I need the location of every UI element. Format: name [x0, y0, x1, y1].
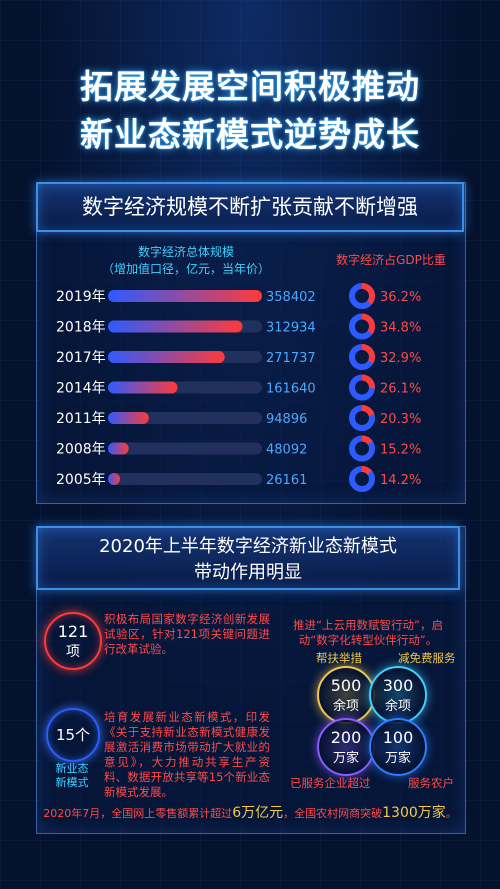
footer-part-c: ，全国农村网商突破: [283, 807, 383, 820]
scale-value-label: 94896: [266, 412, 307, 427]
bubble-1-unit: 余项: [332, 699, 359, 714]
section2-heading: 2020年上半年数字经济新业态新模式 带动作用明显: [36, 526, 460, 590]
new-models-text: 培育发展新业态新模式，印发《关于支持新业态新模式健康发展激活消费市场带动扩大就业…: [104, 710, 270, 799]
year-label: 2011年: [56, 411, 106, 427]
gdp-share-label: 数字经济占GDP比重: [336, 253, 446, 267]
bar-track: [108, 473, 262, 485]
gdp-share-value: 32.9%: [380, 351, 421, 366]
new-models-caption-line-1: 新业态: [55, 762, 89, 775]
bubble-enterprises-served: 200 万家: [317, 718, 375, 776]
scale-unit-label: （增加值口径，亿元，当年价）: [101, 262, 270, 276]
gdp-share-value: 34.8%: [380, 321, 421, 336]
new-models-caption-line-2: 新模式: [55, 776, 89, 789]
footer-summary: 2020年7月，全国网上零售额累计超过6万亿元，全国农村网商突破1300万家。: [36, 802, 464, 822]
bubble-3-unit: 万家: [332, 751, 359, 766]
gdp-ring-share: [349, 405, 375, 431]
page-title-line-1: 拓展发展空间积极推动: [80, 67, 420, 106]
bubble-free-services: 300 余项: [369, 666, 427, 724]
scale-bar: [108, 351, 225, 363]
gdp-ring-share: [349, 344, 375, 370]
year-label: 2014年: [56, 381, 106, 397]
bubble-4-value: 100: [382, 728, 414, 747]
gdp-share-value: 36.2%: [380, 290, 421, 305]
pilot-zone-circle: 121 项: [44, 612, 102, 670]
section1-heading: 数字经济规模不断扩张贡献不断增强: [36, 182, 464, 232]
bubble-label-4: 服务农户: [408, 776, 454, 790]
scale-value-label: 271737: [266, 351, 316, 366]
scale-value-label: 161640: [266, 382, 316, 397]
scale-value-label: 312934: [266, 321, 316, 336]
gdp-share-value: 26.1%: [380, 382, 421, 397]
new-models-circle: 15个: [46, 708, 100, 762]
bubble-support-measures: 500 余项: [317, 666, 375, 724]
gdp-ring-share: [349, 435, 375, 462]
gdp-share-value: 15.2%: [380, 443, 421, 458]
section2-heading-line-1: 2020年上半年数字经济新业态新模式: [99, 536, 397, 557]
year-label: 2008年: [56, 442, 106, 458]
gdp-ring-share: [349, 283, 375, 309]
scale-bar: [108, 412, 149, 424]
footer-online-retail: 6万亿元: [232, 805, 284, 821]
bubble-label-2: 减免费服务: [398, 651, 456, 665]
scale-label: 数字经济总体规模: [137, 245, 234, 259]
new-models-caption: 新业态 新模式: [46, 762, 98, 790]
year-label: 2005年: [56, 472, 106, 488]
footer-rural-merchants: 1300万家: [382, 805, 446, 821]
scale-value-label: 48092: [266, 443, 307, 458]
bubble-farmers-served: 100 万家: [369, 718, 427, 776]
bubble-2-unit: 余项: [384, 699, 411, 714]
scale-bar: [108, 320, 243, 333]
bubble-2-value: 300: [382, 676, 414, 695]
pilot-zone-count: 121: [57, 622, 89, 641]
footer-part-e: 。: [445, 807, 457, 820]
scale-bar: [108, 381, 178, 394]
pilot-zone-unit: 项: [66, 644, 80, 660]
gdp-ring-share: [349, 466, 375, 492]
page-title-line-2: 新业态新模式逆势成长: [80, 115, 420, 154]
bubble-4-unit: 万家: [384, 751, 411, 766]
scale-bar: [108, 290, 262, 302]
gdp-share-value: 14.2%: [380, 473, 421, 488]
footer-part-a: 2020年7月，全国网上零售额累计超过: [43, 807, 233, 820]
bar-track: [108, 442, 262, 455]
section2-heading-line-2: 带动作用明显: [194, 562, 302, 583]
year-label: 2019年: [56, 289, 106, 305]
year-label: 2017年: [56, 350, 106, 366]
year-label: 2018年: [56, 320, 106, 336]
scale-bar: [108, 473, 120, 485]
bubble-label-3: 已服务企业超过: [290, 776, 371, 790]
gdp-ring-share: [349, 313, 375, 340]
bubble-1-value: 500: [330, 676, 362, 695]
scale-bar: [108, 442, 129, 455]
scale-value-label: 26161: [266, 473, 307, 488]
bubble-label-1: 帮扶举措: [316, 651, 362, 665]
bubble-3-value: 200: [330, 728, 362, 747]
scale-value-label: 358402: [266, 290, 316, 305]
initiative-text: 推进“上云用数赋智行动”，启动“数字化转型伙伴行动”。: [293, 618, 443, 647]
gdp-share-value: 20.3%: [380, 412, 421, 427]
pilot-zone-text: 积极布局国家数字经济创新发展试验区，针对121项关键问题进行改革试验。: [104, 612, 270, 656]
gdp-ring-share: [349, 374, 375, 401]
